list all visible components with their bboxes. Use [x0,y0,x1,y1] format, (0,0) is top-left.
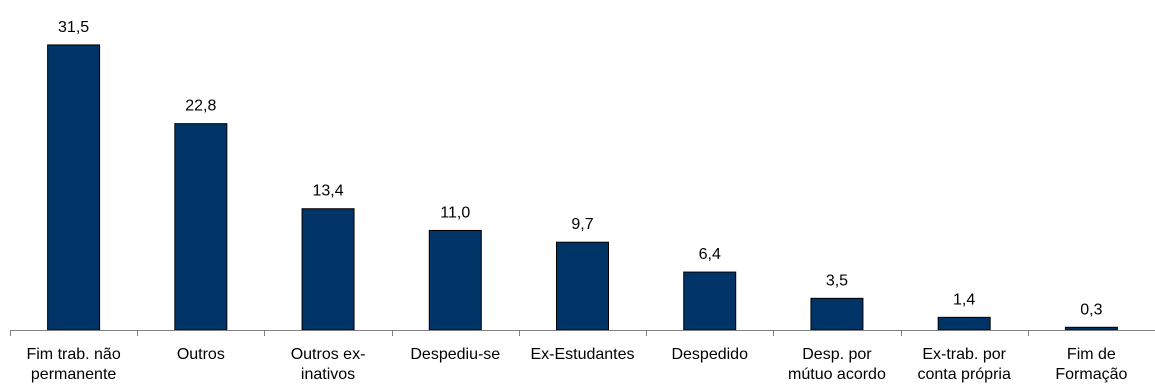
bar [937,316,991,331]
bars-group [47,44,1118,331]
bar [1064,326,1118,331]
bar [428,229,482,331]
bar [301,208,355,331]
value-labels-group: 31,5 22,8 13,4 11,0 9,7 6,4 3,5 1,4 0,3 [58,19,1103,318]
data-label: 11,0 [440,204,470,221]
x-tick-label: Fim trab. não permanente [26,346,120,383]
data-label: 31,5 [58,19,89,36]
x-tick-label: Outros ex-inativos [291,346,366,383]
data-label: 6,4 [699,246,721,263]
x-axis [10,330,1155,336]
x-tick-label: Outros [177,346,225,363]
data-label: 1,4 [953,291,975,308]
data-label: 22,8 [185,98,216,115]
x-tick-label: Desp. por mútuo acordo [788,346,886,383]
x-tick-label: Ex-Estudantes [530,346,634,363]
x-tick-label: Ex-trab. por conta própria [917,346,1010,383]
data-label: 13,4 [312,183,343,200]
x-tick-label: Despediu-se [410,346,500,363]
x-tick-labels-group: Fim trab. não permanente Outros Outros ex-i… [26,346,1127,383]
x-tick-label: Despedido [671,346,748,363]
bar [810,297,864,331]
data-label: 0,3 [1080,301,1102,318]
bar [47,44,101,331]
bar [556,241,609,331]
data-label: 3,5 [826,272,848,289]
x-tick-label: Fim de Formação [1055,346,1127,383]
data-label: 9,7 [571,216,593,233]
bar [683,271,737,331]
bar [174,123,228,331]
